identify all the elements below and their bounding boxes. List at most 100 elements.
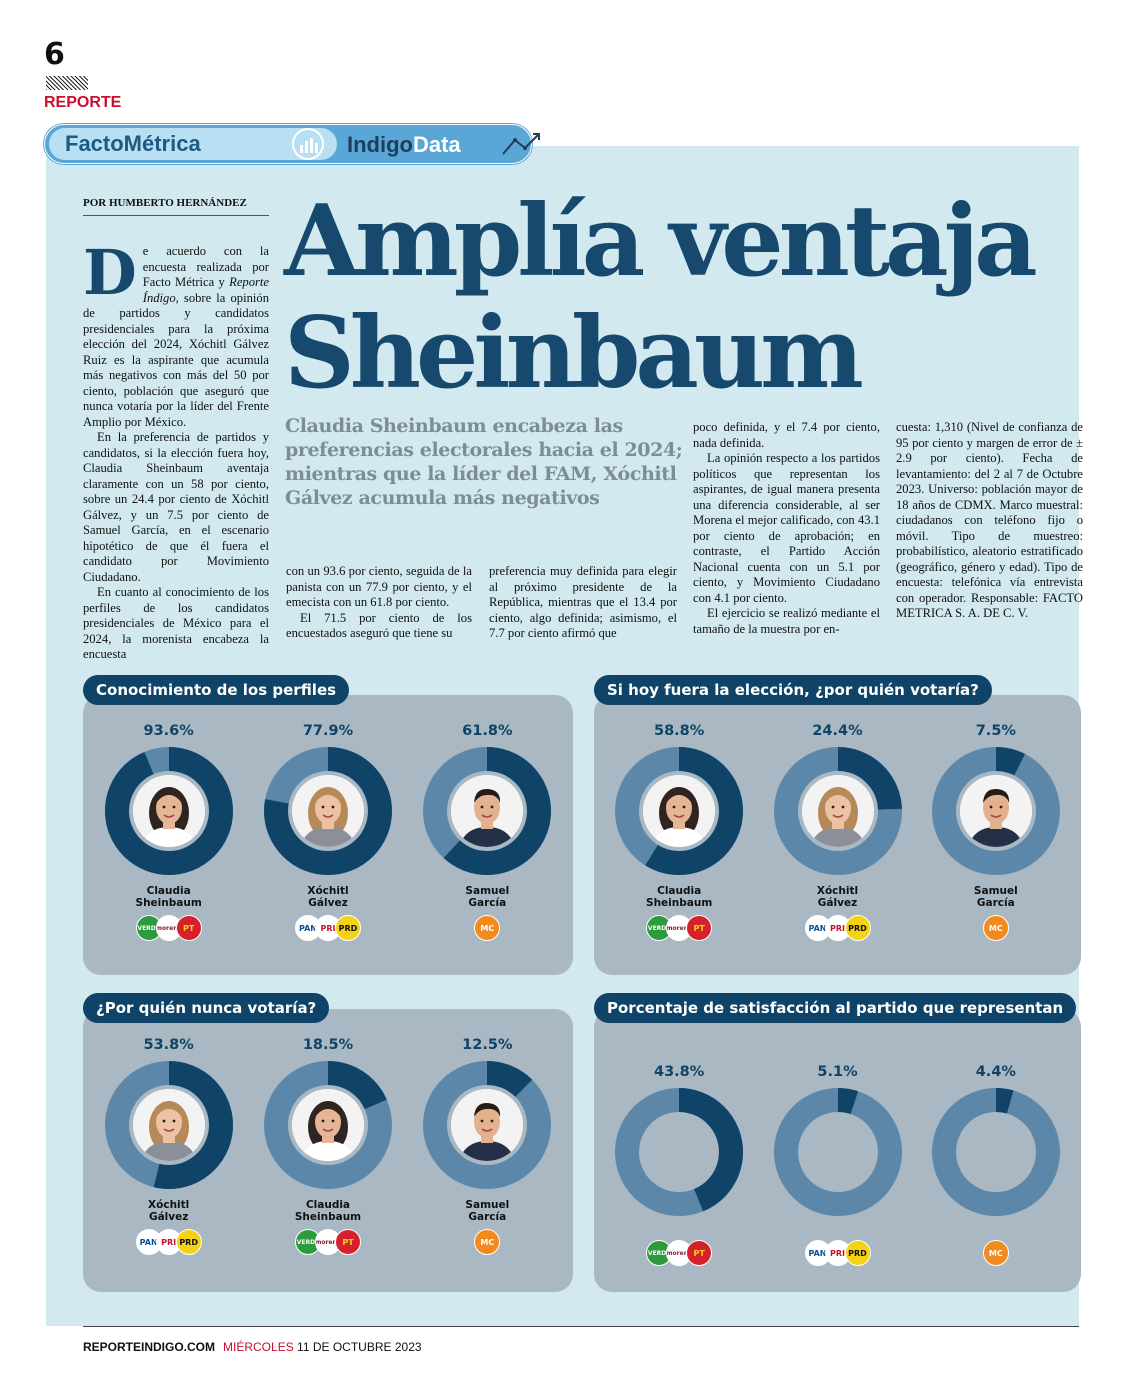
prd-party-logo: PRD [844, 915, 871, 941]
portrait-eye [480, 805, 484, 809]
article-paragraph: poco definida, y el 7.4 por ciento, nada… [693, 420, 880, 450]
factometrica-pill [49, 128, 337, 160]
candidate-last-name: Gálvez [817, 897, 858, 909]
candidate-name: Xóchitl Gálvez [114, 1199, 224, 1223]
donut-chart [104, 747, 233, 875]
percentage-label: 61.8% [462, 723, 513, 739]
donut-segment [104, 1061, 233, 1189]
candidate-last-name: García [468, 1211, 507, 1223]
portrait-smile [322, 1128, 334, 1132]
article-paragraph: La opinión respecto a los partidos polít… [693, 451, 880, 605]
article-paragraph: El 71.5 por ciento de los encuestados as… [286, 610, 472, 641]
portrait-face [982, 792, 1009, 824]
donut-segment [773, 747, 902, 875]
portrait-shoulders [140, 1141, 197, 1161]
pt-party-logo: PT [335, 1229, 361, 1255]
percentage-label: 5.1% [817, 1064, 858, 1080]
claudia-portrait-icon [643, 775, 716, 847]
portrait-hair-top [474, 788, 501, 803]
samuel-portrait-icon [451, 1089, 524, 1161]
mc-party-logo: MC [982, 1240, 1009, 1266]
portrait-hair-top [154, 789, 183, 805]
samuel-portrait-icon [451, 775, 524, 847]
candidate-first-name: Samuel [973, 885, 1018, 897]
percentage-label: 24.4% [812, 723, 863, 739]
claudia-portrait-icon [292, 1089, 364, 1161]
percentage-label: 18.5% [302, 1037, 354, 1053]
candidate-photo [132, 775, 205, 847]
samuel-portrait-icon [959, 775, 1032, 847]
portrait-eye [321, 1119, 325, 1123]
drop-cap: D [83, 236, 137, 309]
portrait-eye [682, 805, 686, 809]
candidate-first-name: Xóchitl [816, 885, 859, 897]
portrait-shoulders [651, 827, 708, 847]
headline: Amplía ventaja Sheinbaum [284, 186, 1084, 410]
portrait-shoulders [809, 827, 866, 847]
portrait-face [315, 792, 341, 824]
donut-segment [615, 1088, 744, 1216]
donut-chart [773, 747, 902, 875]
portrait-eye [999, 805, 1003, 809]
claudia-portrait-icon [132, 775, 205, 847]
portrait-face [155, 1106, 182, 1138]
portrait-shoulders [300, 1141, 356, 1161]
trend-line-icon [502, 133, 540, 155]
donut-segment [615, 747, 744, 875]
donut-segment [931, 1088, 1060, 1216]
party-logos: VERDE morena PT [646, 915, 713, 941]
mc-party-logo: MC [474, 915, 501, 941]
party-logos: MC [982, 1240, 1009, 1266]
chart-title: Conocimiento de los perfiles [83, 675, 350, 705]
donut-track [931, 1088, 1060, 1216]
candidate-name: Claudia Sheinbaum [624, 885, 734, 909]
candidate-last-name: Sheinbaum [135, 897, 202, 909]
article-paragraph: con un 93.6 por ciento, seguida de la pa… [286, 564, 472, 609]
article-paragraph: En la preferencia de partidos y candidat… [83, 430, 269, 584]
donut-segment [773, 1088, 902, 1216]
portrait-smile [163, 1128, 175, 1132]
candidate-first-name: Xóchitl [307, 885, 349, 897]
candidate-name: Xóchitl Gálvez [273, 885, 383, 909]
candidate-name: Samuel García [941, 885, 1051, 909]
portrait-eye [490, 805, 494, 809]
candidate-last-name: García [976, 897, 1015, 909]
text-run-italic: Reporte Índigo [142, 275, 269, 305]
portrait-eye [989, 805, 993, 809]
article-column-4: poco definida, y el 7.4 por ciento, nada… [693, 420, 880, 637]
indigo-word: Indigo [347, 132, 413, 157]
party-logos: MC [474, 915, 501, 941]
portrait-hair-top [314, 1103, 342, 1119]
percentage-label: 4.4% [975, 1064, 1016, 1080]
article-paragraph: En cuanto al conocimiento de los perfile… [83, 585, 269, 661]
candidate-photo [801, 775, 874, 847]
byline-rule [83, 215, 269, 216]
portrait-shoulders [967, 827, 1024, 847]
candidate-photo [132, 1089, 205, 1161]
portrait-face [474, 1106, 501, 1138]
donut-chart [615, 1088, 744, 1216]
portrait-hair-top [474, 1102, 501, 1117]
data-word: Data [412, 132, 461, 157]
portrait-eye [490, 1119, 494, 1123]
portrait-eye [672, 805, 676, 809]
portrait-shoulders [459, 1141, 516, 1161]
portrait-hair-top [823, 789, 852, 805]
party-logos: PAN PRI PRD [804, 1240, 871, 1266]
chart-title: Si hoy fuera la elección, ¿por quién vot… [594, 675, 992, 705]
pt-party-logo: PT [686, 1240, 713, 1266]
article-paragraph: preferencia muy definida para elegir al … [489, 564, 677, 640]
prd-party-logo: PRD [335, 915, 361, 941]
party-logos: VERDE morena PT [135, 915, 202, 941]
indigodata-label: IndigoData [347, 132, 461, 158]
candidate-first-name: Claudia [657, 885, 702, 897]
party-logos: MC [982, 915, 1009, 941]
donut-segment [104, 747, 233, 875]
footer-site: REPORTEINDIGO.COM [83, 1340, 216, 1354]
portrait-shoulders [459, 827, 516, 847]
portrait-eye [162, 805, 166, 809]
percentage-label: 7.5% [975, 723, 1016, 739]
party-logos: PAN PRI PRD [804, 915, 871, 941]
prd-party-logo: PRD [175, 1229, 202, 1255]
